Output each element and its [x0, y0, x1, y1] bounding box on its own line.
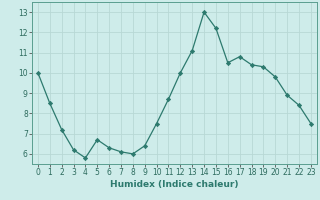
X-axis label: Humidex (Indice chaleur): Humidex (Indice chaleur)	[110, 180, 239, 189]
